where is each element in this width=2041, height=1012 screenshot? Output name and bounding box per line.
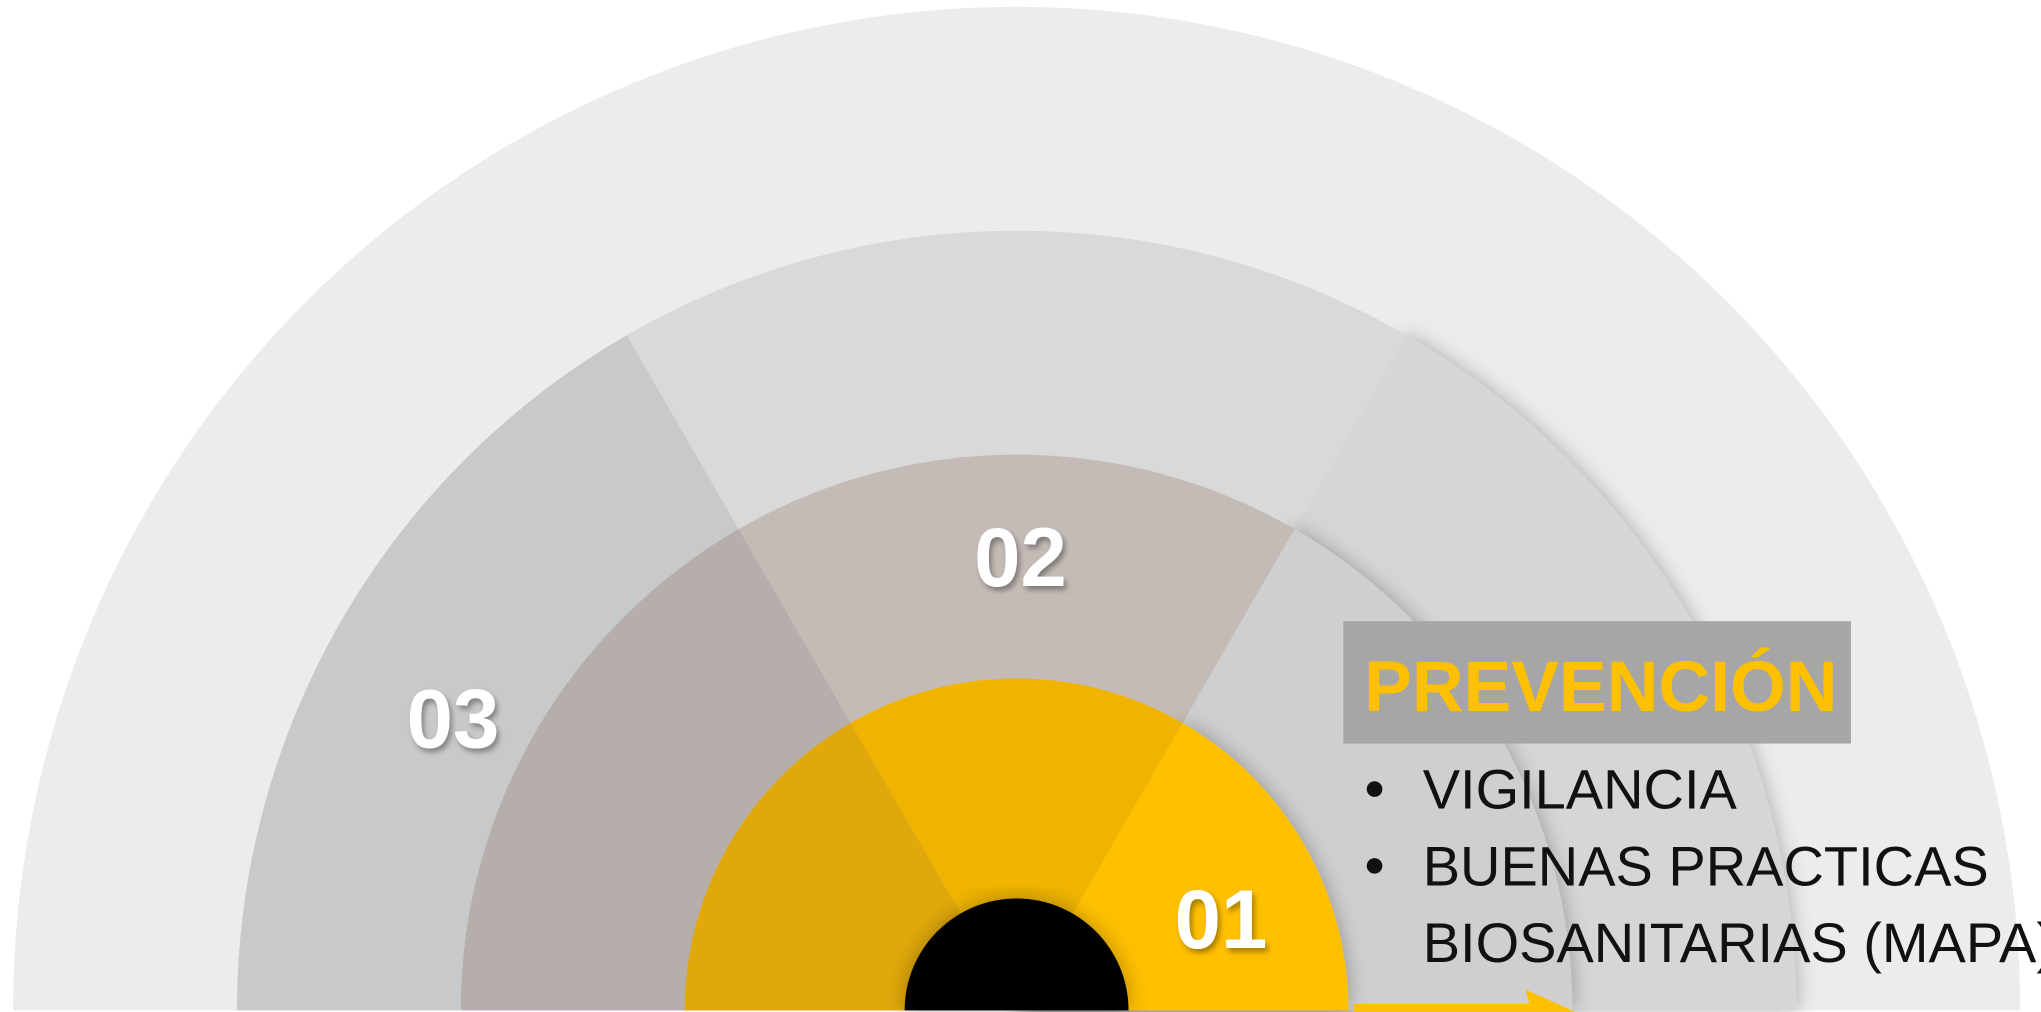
- panel-item: BUENAS PRACTICAS: [1423, 834, 1989, 897]
- arrow: [1353, 989, 1576, 1012]
- panel-title-box: [1343, 621, 1851, 744]
- segment-label: 02: [974, 511, 1067, 604]
- panel-item: BIOSANITARIAS (MAPA): [1423, 911, 2041, 974]
- segment-label: 01: [1175, 873, 1268, 966]
- panel-title: PREVENCIÓN: [1364, 646, 1837, 727]
- ring-sector: [850, 678, 1183, 1011]
- panel-item: VIGILANCIA: [1423, 758, 1738, 821]
- ring-sector: [904, 898, 1129, 1011]
- bullet: [1366, 858, 1383, 874]
- rings: [13, 6, 2021, 1011]
- bullet: [1366, 781, 1383, 797]
- segment-labels: 01 02 03: [407, 511, 1268, 966]
- segment-label: 03: [407, 672, 500, 765]
